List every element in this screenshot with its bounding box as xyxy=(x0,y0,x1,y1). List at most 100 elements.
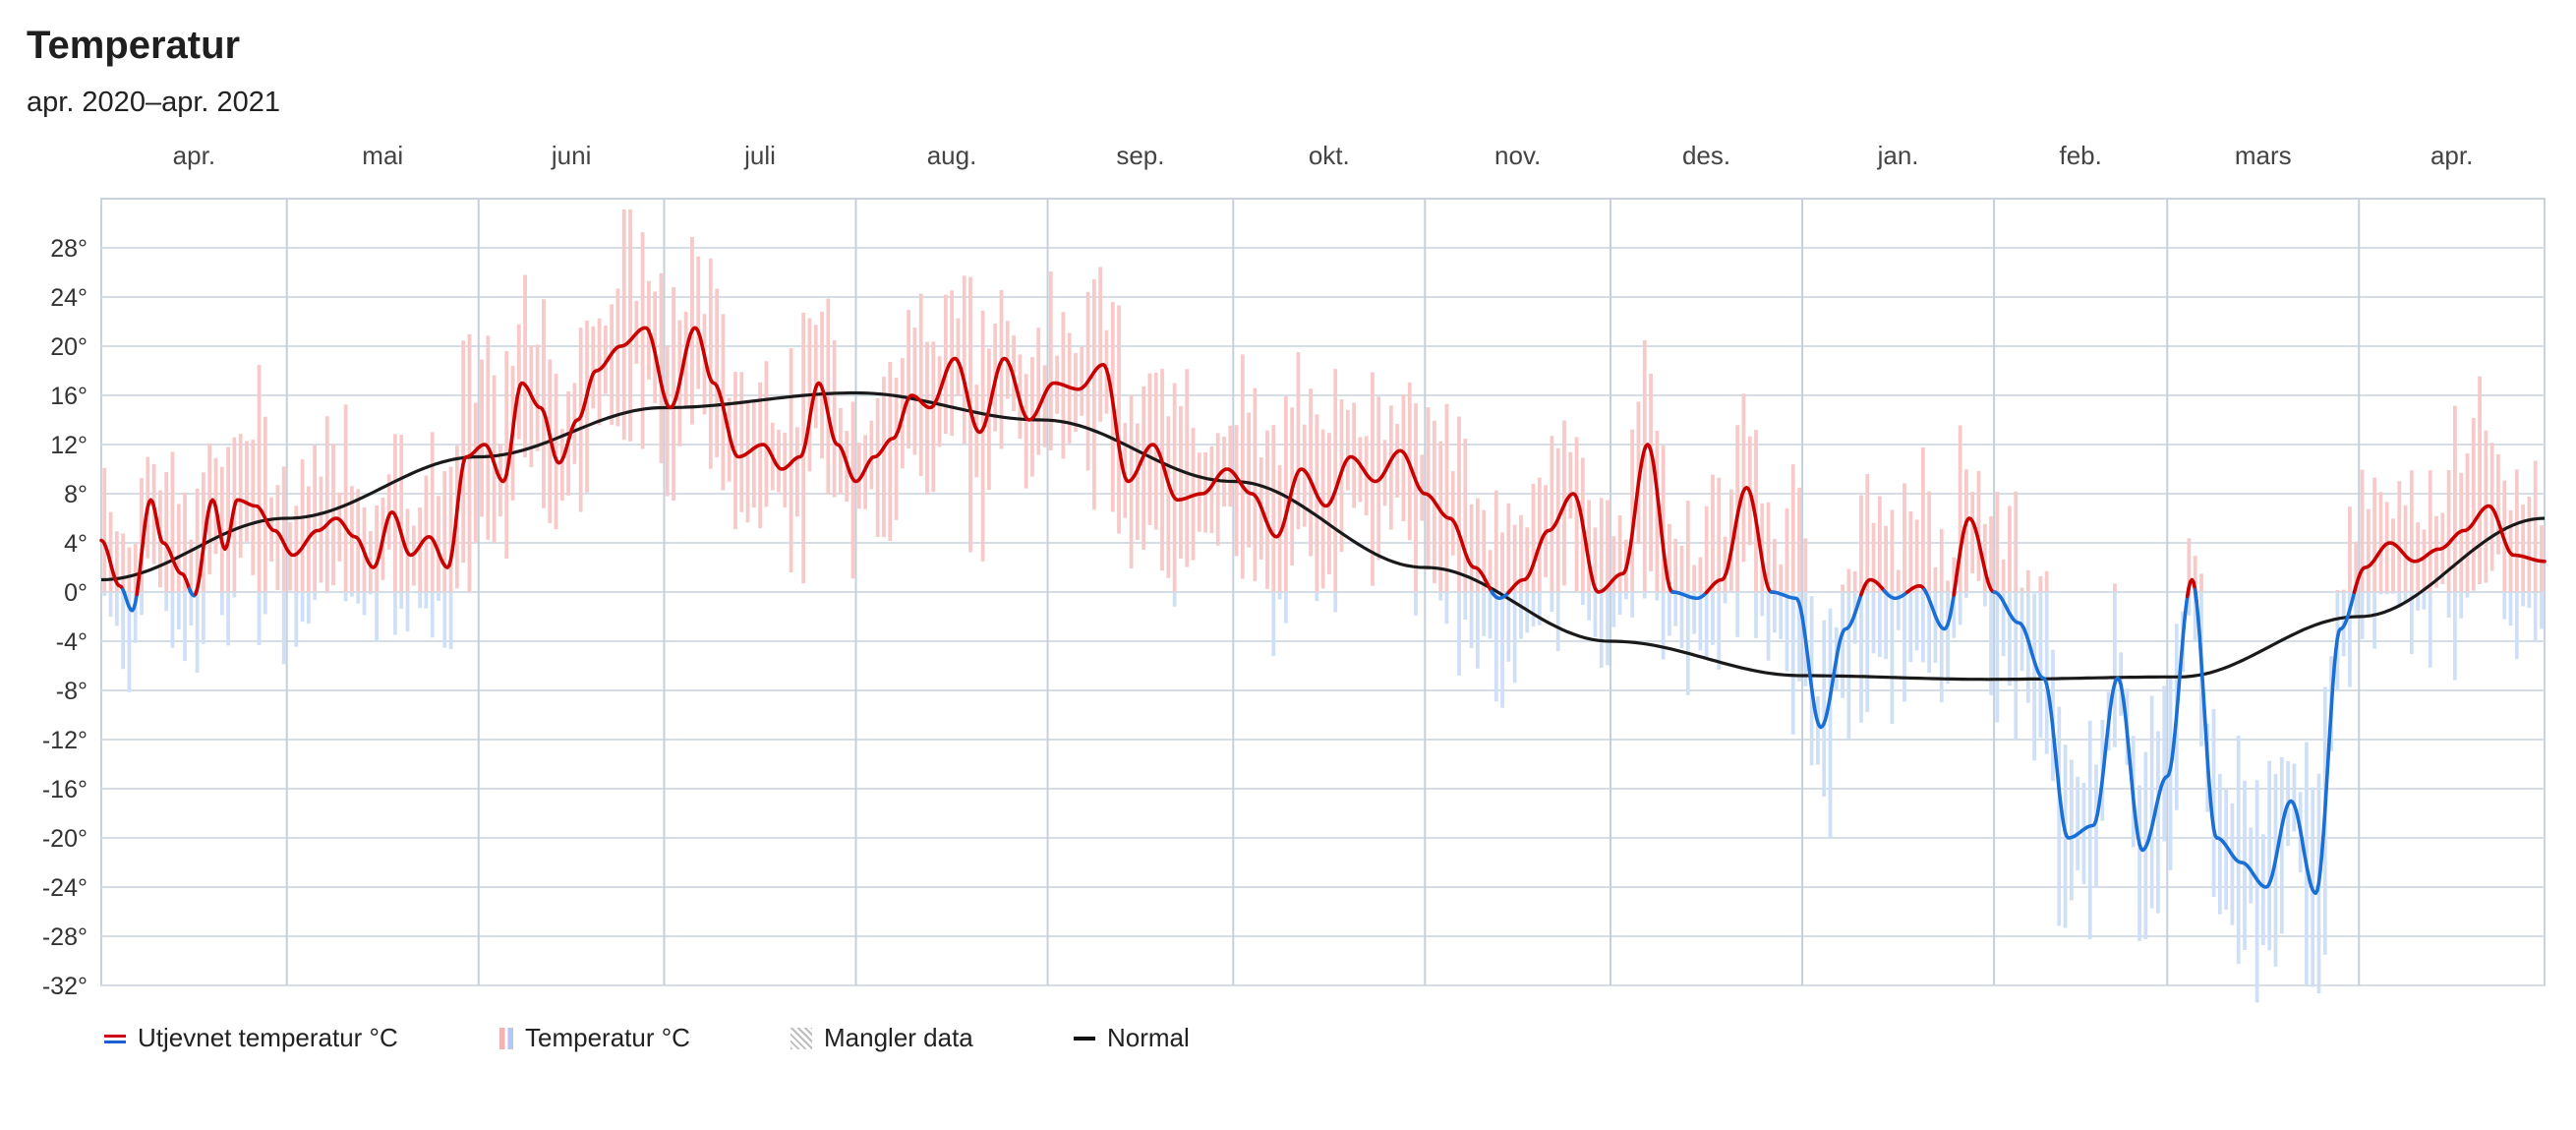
temperature-bar-negative xyxy=(1611,592,1616,627)
chart-subtitle: apr. 2020–apr. 2021 xyxy=(27,87,281,118)
temperature-bar-negative xyxy=(2372,592,2377,649)
temperature-bar-negative xyxy=(1315,592,1319,602)
temperature-bar-positive xyxy=(331,444,335,586)
legend-item-smoothed[interactable]: Utjevnet temperatur °C xyxy=(104,1023,398,1053)
temperature-bar-negative xyxy=(1946,592,1950,684)
temperature-bar-positive xyxy=(1247,412,1252,548)
temperature-bar-positive xyxy=(882,377,886,538)
daily-temperature-bars xyxy=(102,208,2544,1003)
temperature-bar-positive xyxy=(1606,500,1610,592)
temperature-bar-positive xyxy=(480,359,484,517)
temperature-bar-positive xyxy=(2446,469,2451,592)
temperature-bar-negative xyxy=(1463,592,1468,620)
temperature-bar-negative xyxy=(1512,592,1517,684)
temperature-bar-negative xyxy=(2465,592,2470,598)
temperature-bar-positive xyxy=(486,335,491,540)
temperature-bar-positive xyxy=(585,320,589,493)
temperature-bar-positive xyxy=(368,531,373,592)
temperature-bar-negative xyxy=(1493,592,1498,702)
temperature-bar-negative xyxy=(1995,592,2000,723)
smoothed-line-cold xyxy=(1769,588,1865,730)
legend-item-temperature[interactable]: Temperatur °C xyxy=(499,1023,690,1053)
temperature-bar-positive xyxy=(2397,481,2402,592)
temperature-bar-positive xyxy=(399,435,404,592)
temperature-bar-positive xyxy=(1315,414,1319,592)
month-label: feb. xyxy=(2059,141,2101,170)
temperature-bar-negative xyxy=(2217,773,2222,915)
month-label: okt. xyxy=(1309,141,1350,170)
y-tick-label: 8° xyxy=(64,481,88,508)
temperature-bar-positive xyxy=(2533,460,2538,592)
temperature-bar-positive xyxy=(1779,564,1784,592)
temperature-bar-positive xyxy=(170,451,175,592)
temperature-bar-positive xyxy=(1036,327,1041,455)
temperature-bar-negative xyxy=(1555,592,1560,652)
temperature-bar-positive xyxy=(1153,372,1158,530)
smoothed-line-warm xyxy=(1859,577,1888,597)
temperature-bar-negative xyxy=(2533,592,2538,643)
temperature-bar-positive xyxy=(1982,523,1987,592)
y-tick-label: -32° xyxy=(42,973,88,1000)
temperature-bar-positive xyxy=(918,293,923,477)
temperature-bar-positive xyxy=(1952,557,1957,592)
temperature-bar-positive xyxy=(1852,570,1857,592)
temperature-bar-positive xyxy=(1333,369,1338,592)
temperature-bar-negative xyxy=(2403,592,2408,602)
temperature-bar-negative xyxy=(2014,592,2019,741)
temperature-bar-negative xyxy=(2378,592,2383,595)
temperature-bar-positive xyxy=(777,430,781,493)
legend-missing-swatch xyxy=(790,1027,812,1049)
temperature-bar-negative xyxy=(448,592,453,650)
temperature-bar-positive xyxy=(2422,529,2427,592)
temperature-bar-positive xyxy=(343,404,348,592)
temperature-bar-positive xyxy=(2540,525,2544,592)
temperature-bar-positive xyxy=(313,445,318,592)
temperature-bar-positive xyxy=(554,374,558,530)
temperature-bar-positive xyxy=(1970,492,1975,574)
temperature-bar-negative xyxy=(2267,760,2272,951)
temperature-bar-positive xyxy=(2471,417,2476,591)
temperature-bar-positive xyxy=(610,304,615,426)
temperature-bar-positive xyxy=(2193,556,2197,592)
temperature-bar-positive xyxy=(1302,424,1307,527)
temperature-bar-positive xyxy=(1320,429,1325,589)
temperature-bar-positive xyxy=(195,488,200,592)
temperature-bar-positive xyxy=(1593,527,1598,592)
temperature-bar-positive xyxy=(1723,536,1727,592)
temperature-bar-positive xyxy=(202,472,205,592)
temperature-bar-negative xyxy=(1717,592,1722,670)
temperature-bar-negative xyxy=(1828,608,1833,838)
temperature-bar-negative xyxy=(1698,592,1703,651)
temperature-bar-negative xyxy=(2008,592,2012,686)
temperature-bar-negative xyxy=(2273,774,2278,967)
legend-item-normal[interactable]: Normal xyxy=(1074,1023,1190,1053)
temperature-bar-negative xyxy=(1779,592,1784,639)
temperature-bar-positive xyxy=(1976,470,1981,581)
smoothed-line-cold xyxy=(1670,588,1710,601)
temperature-bar-positive xyxy=(2354,541,2359,592)
temperature-bar-negative xyxy=(2076,776,2080,871)
temperature-bar-negative xyxy=(1927,592,1932,673)
temperature-bar-positive xyxy=(758,382,763,529)
temperature-bar-negative xyxy=(1877,592,1882,657)
temperature-bar-positive xyxy=(869,420,874,490)
smoothed-line-warm xyxy=(2352,504,2547,594)
temperature-bar-positive xyxy=(1438,441,1443,592)
temperature-bar-positive xyxy=(1228,425,1233,507)
temperature-bar-negative xyxy=(1685,592,1690,695)
legend-item-missing[interactable]: Mangler data xyxy=(790,1023,973,1053)
temperature-bar-negative xyxy=(467,592,472,594)
temperature-bar-positive xyxy=(578,327,583,512)
temperature-bar-negative xyxy=(2348,592,2352,687)
temperature-bar-negative xyxy=(2354,592,2359,619)
temperature-bar-negative xyxy=(2025,592,2030,703)
temperature-bar-negative xyxy=(2279,756,2284,934)
temperature-bar-positive xyxy=(1679,545,1684,592)
temperature-bar-positive xyxy=(1117,305,1121,534)
temperature-bar-negative xyxy=(1920,592,1925,663)
temperature-bar-negative xyxy=(1711,592,1715,645)
temperature-bar-negative xyxy=(1760,592,1765,617)
temperature-bar-negative xyxy=(1457,592,1461,676)
temperature-bar-negative xyxy=(375,592,379,641)
temperature-bar-negative xyxy=(2391,592,2395,594)
